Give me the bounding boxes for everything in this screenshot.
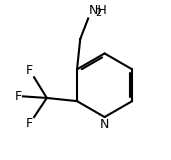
Text: N: N [100, 118, 109, 131]
Text: NH: NH [89, 4, 108, 16]
Text: F: F [15, 90, 22, 103]
Text: F: F [26, 117, 33, 130]
Text: F: F [26, 64, 33, 77]
Text: 2: 2 [95, 8, 101, 18]
